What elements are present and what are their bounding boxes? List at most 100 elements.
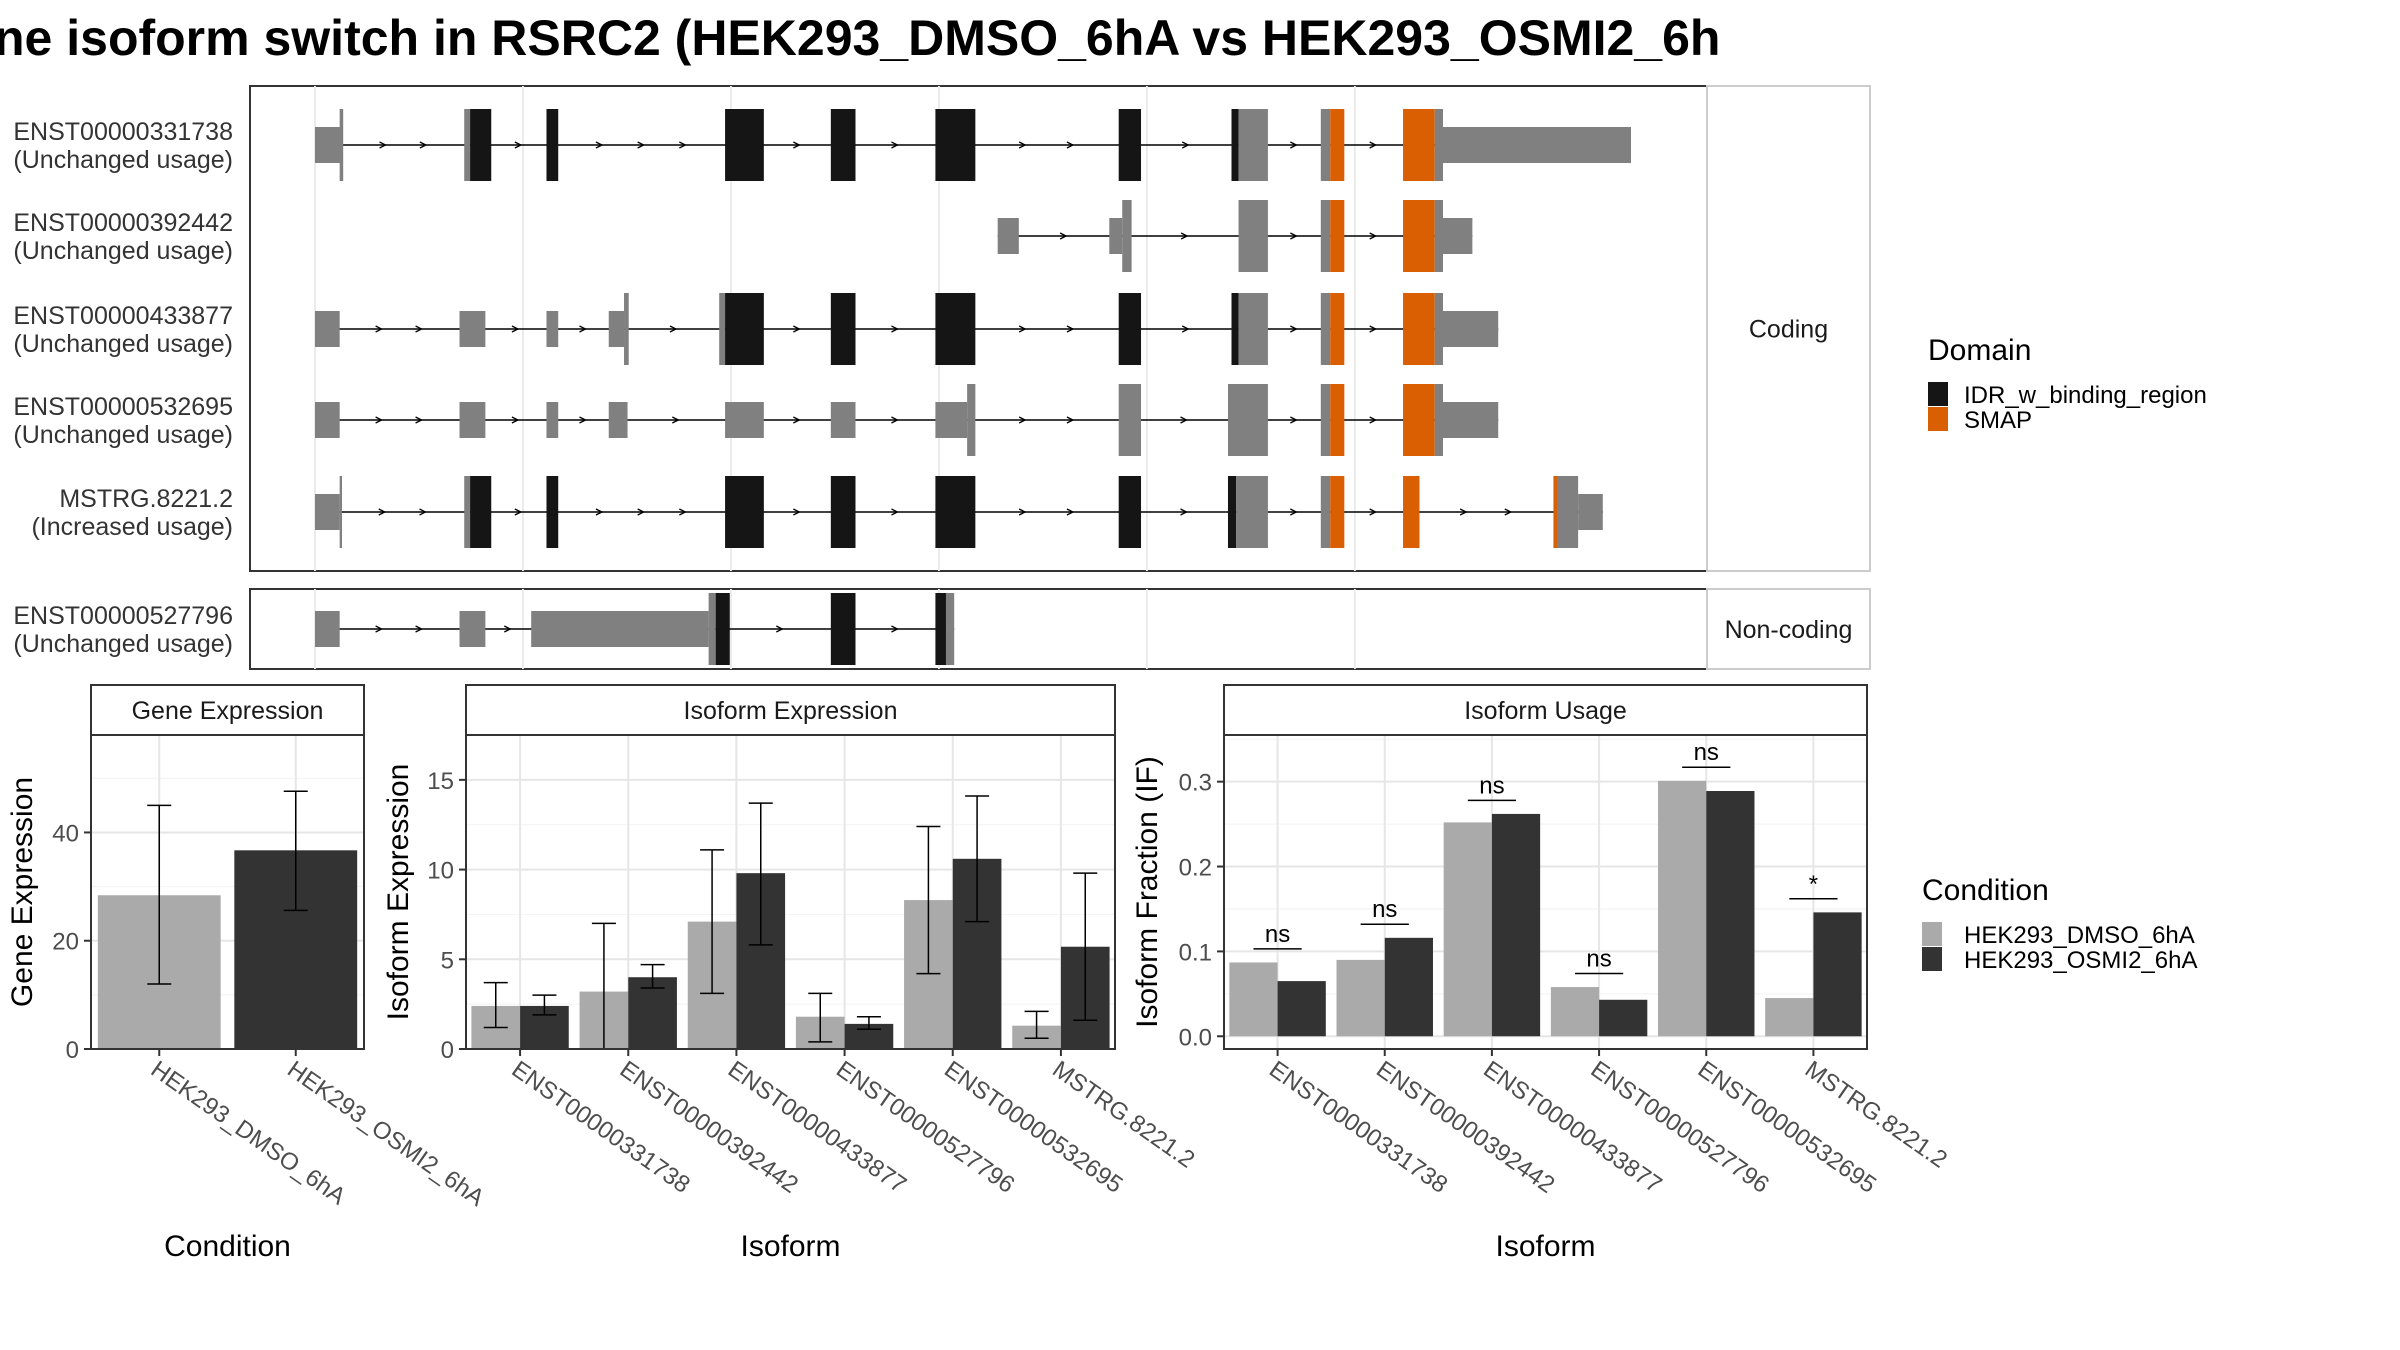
x-tick-label: ENST00000392442 xyxy=(615,1056,803,1199)
utr-exon xyxy=(315,127,343,163)
y-tick-label: 0.3 xyxy=(1179,770,1212,797)
bar xyxy=(1706,791,1755,1037)
coding-exon xyxy=(1238,293,1268,365)
coding-exon xyxy=(1434,384,1443,456)
transcript-usage-label: (Unchanged usage) xyxy=(13,421,233,449)
idr-domain-exon xyxy=(830,293,856,365)
intron-arrow xyxy=(637,141,646,149)
transcript-MSTRG.8221.2 xyxy=(315,476,1603,548)
intron-arrow xyxy=(891,416,899,424)
intron-arrow xyxy=(579,416,587,424)
intron-arrow xyxy=(1369,232,1378,240)
utr-exon xyxy=(1443,127,1631,163)
bar xyxy=(1384,937,1433,1037)
y-axis-title: Isoform Fraction (IF) xyxy=(1131,756,1164,1028)
transcript-id-label: ENST00000331738 xyxy=(13,118,233,146)
utr-exon xyxy=(725,402,764,438)
transcript-ENST00000532695 xyxy=(315,384,1499,456)
x-tick-label: ENST00000532695 xyxy=(1693,1056,1881,1199)
y-tick-label: 15 xyxy=(427,768,454,795)
intron-arrow xyxy=(511,416,520,424)
intron-arrow xyxy=(514,508,523,516)
idr-domain-exon xyxy=(725,476,764,548)
idr-domain-exon xyxy=(830,593,856,665)
coding-exon xyxy=(464,109,471,181)
smap-domain-exon xyxy=(1553,476,1557,548)
intron-arrow xyxy=(672,416,680,424)
bar xyxy=(1765,998,1814,1037)
intron-arrow xyxy=(503,625,512,633)
bar xyxy=(1550,987,1600,1037)
utr-exon xyxy=(1443,402,1499,438)
transcript-id-label: ENST00000433877 xyxy=(13,302,233,330)
utr-exon xyxy=(935,402,968,438)
gene-expression-chart: Gene Expression02040HEK293_DMSO_6hAHEK29… xyxy=(6,684,489,1263)
transcript-usage-label: (Unchanged usage) xyxy=(13,330,233,358)
legend-domain-title: Domain xyxy=(1928,334,2031,367)
utr-exon xyxy=(531,611,709,647)
facet-strip xyxy=(1706,588,1871,670)
intron-arrow xyxy=(1066,508,1075,516)
chart-strip xyxy=(1223,684,1868,736)
intron-arrow xyxy=(375,416,384,424)
intron-arrow xyxy=(415,625,424,633)
legend-label: IDR_w_binding_region xyxy=(1964,382,2207,409)
idr-domain-exon xyxy=(1227,476,1237,548)
coding-exon xyxy=(719,293,726,365)
intron-arrow xyxy=(793,325,801,333)
smap-domain-exon xyxy=(1330,200,1345,272)
significance-label: ns xyxy=(1372,896,1397,923)
legend-label: HEK293_DMSO_6hA xyxy=(1964,922,2195,949)
intron-arrow xyxy=(419,141,428,149)
intron-arrow xyxy=(1066,141,1075,149)
chart-panel-border xyxy=(1223,734,1868,1050)
coding-exon xyxy=(708,593,716,665)
significance-label: ns xyxy=(1586,945,1611,972)
intron-arrow xyxy=(793,416,801,424)
x-tick-label: ENST00000527796 xyxy=(831,1056,1019,1199)
y-tick-label: 0.1 xyxy=(1179,939,1212,966)
intron-arrow xyxy=(1504,508,1513,516)
bar xyxy=(1229,962,1278,1037)
utr-exon xyxy=(459,611,486,647)
utr-exon xyxy=(546,402,559,438)
legend-label: SMAP xyxy=(1964,407,2032,434)
y-axis-title: Isoform Expression xyxy=(382,764,415,1021)
transcript-id-label: ENST00000392442 xyxy=(13,209,233,237)
transcript-ENST00000433877 xyxy=(315,293,1499,365)
facet-strip-label: Coding xyxy=(1749,316,1828,344)
facet-strip xyxy=(1706,85,1871,572)
idr-domain-exon xyxy=(546,109,559,181)
y-tick-label: 20 xyxy=(52,929,79,956)
coding-exon xyxy=(1118,384,1142,456)
utr-exon xyxy=(315,311,340,347)
coding-exon xyxy=(1227,384,1268,456)
bar xyxy=(1599,999,1648,1037)
legend-swatch xyxy=(1928,382,1948,406)
intron-arrow xyxy=(891,141,899,149)
significance-label: ns xyxy=(1265,921,1290,948)
transcript-usage-label: (Increased usage) xyxy=(31,513,233,541)
x-tick-label: ENST00000433877 xyxy=(1478,1056,1666,1199)
coding-exon xyxy=(1122,200,1132,272)
utr-exon xyxy=(459,402,486,438)
significance-label: * xyxy=(1809,871,1818,898)
transcript-ENST00000331738 xyxy=(315,109,1631,181)
intron-arrow xyxy=(891,625,899,633)
intron-arrow xyxy=(415,325,424,333)
intron-arrow xyxy=(1290,141,1298,149)
intron-arrow xyxy=(378,508,387,516)
intron-arrow xyxy=(375,325,384,333)
y-tick-label: 0.0 xyxy=(1179,1024,1212,1051)
utr-exon xyxy=(608,402,628,438)
idr-domain-exon xyxy=(725,109,764,181)
utr-exon xyxy=(1443,311,1499,347)
idr-domain-exon xyxy=(715,593,730,665)
y-tick-label: 0.2 xyxy=(1179,855,1212,882)
utr-exon xyxy=(459,311,486,347)
coding-exon xyxy=(1238,200,1268,272)
idr-domain-exon xyxy=(470,476,492,548)
intron-arrow xyxy=(1290,325,1298,333)
idr-domain-exon xyxy=(830,476,856,548)
